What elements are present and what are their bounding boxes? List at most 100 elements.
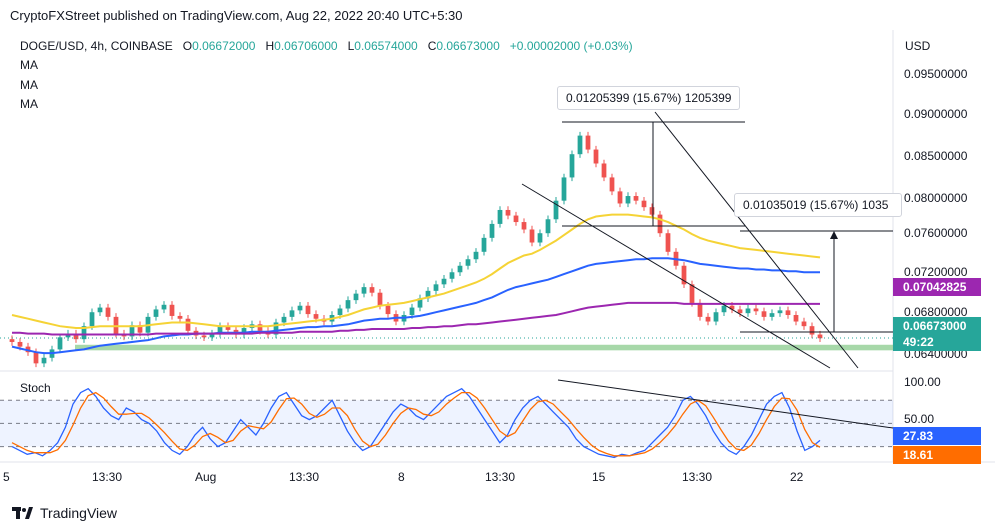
time-tick: 13:30 xyxy=(682,470,713,484)
stoch-k-badge: 27.83 xyxy=(893,427,981,445)
open-label: O xyxy=(182,39,193,53)
candle-body xyxy=(513,215,519,223)
candle-body xyxy=(801,321,807,327)
candle-body xyxy=(9,339,15,342)
candle-body xyxy=(729,305,735,310)
candle-body xyxy=(337,308,343,316)
candle-body xyxy=(745,308,751,314)
time-tick: 13:30 xyxy=(289,470,320,484)
candle-body xyxy=(449,272,455,279)
close-label: C xyxy=(427,39,437,53)
currency-label[interactable]: USD xyxy=(905,39,931,53)
candle-body xyxy=(689,284,695,303)
time-tick: 22 xyxy=(790,470,804,484)
last-price-badge: 0.06673000 xyxy=(893,317,981,335)
symbol-name[interactable]: DOGE/USD, 4h, COINBASE xyxy=(20,39,173,53)
candle-body xyxy=(713,312,719,322)
candle-body xyxy=(681,265,687,285)
price-tick: 0.09000000 xyxy=(904,107,968,121)
indicator-ma-3[interactable]: MA xyxy=(20,97,38,111)
stoch-indicator-label[interactable]: Stoch xyxy=(20,381,51,395)
candle-body xyxy=(497,209,503,224)
candle-body xyxy=(465,259,471,266)
close-value: 0.06673000 xyxy=(436,39,500,53)
candle-body xyxy=(225,326,231,330)
symbol-legend: DOGE/USD, 4h, COINBASE O0.06672000 H0.06… xyxy=(20,39,633,53)
low-label: L xyxy=(347,39,355,53)
brand-name: TradingView xyxy=(40,505,118,521)
candle-body xyxy=(809,326,815,335)
candle-body xyxy=(97,307,103,313)
stoch-d-badge: 18.61 xyxy=(893,446,981,464)
candle-body xyxy=(721,305,727,313)
candle-body xyxy=(409,307,415,316)
candle-body xyxy=(633,196,639,201)
publisher-line: CryptoFXStreet published on TradingView.… xyxy=(10,8,463,23)
indicator-ma-1[interactable]: MA xyxy=(20,58,38,72)
price-tick: 0.08500000 xyxy=(904,149,968,163)
candle-body xyxy=(553,200,559,220)
candle-body xyxy=(385,305,391,315)
candle-body xyxy=(441,278,447,285)
candle-body xyxy=(377,292,383,306)
candle-body xyxy=(425,290,431,299)
change-value: +0.00002000 (+0.03%) xyxy=(509,39,633,53)
candle-body xyxy=(457,265,463,273)
stoch-k-value: 27.83 xyxy=(903,429,934,443)
price-tick: 0.07200000 xyxy=(904,265,968,279)
candle-body xyxy=(353,293,359,301)
target-arrow-head xyxy=(830,231,838,239)
candle-body xyxy=(369,287,375,293)
ma-price-badge: 0.07042825 xyxy=(893,278,981,296)
candle-body xyxy=(137,325,143,333)
candle-body xyxy=(529,229,535,243)
price-tick: 0.07600000 xyxy=(904,226,968,240)
candle-body xyxy=(105,307,111,317)
candle-body xyxy=(577,135,583,155)
candle-body xyxy=(169,304,175,316)
tradingview-brand[interactable]: TradingView xyxy=(12,505,117,521)
candle-body xyxy=(705,316,711,322)
price-tick: 0.06800000 xyxy=(904,305,968,319)
candle-body xyxy=(241,328,247,335)
candle-body xyxy=(753,308,759,312)
price-tick: 0.09500000 xyxy=(904,67,968,81)
measure-label-upper[interactable]: 0.01205399 (15.67%) 1205399 xyxy=(557,86,741,110)
candle-body xyxy=(185,318,191,331)
candle-body xyxy=(569,154,575,178)
open-value: 0.06672000 xyxy=(192,39,256,53)
candle-body xyxy=(129,325,135,337)
stoch-d-line xyxy=(11,391,821,457)
candle-body xyxy=(17,341,23,347)
candle-body xyxy=(473,251,479,260)
candle-body xyxy=(305,305,311,315)
candle-body xyxy=(161,304,167,310)
candle-body xyxy=(273,322,279,335)
candle-body xyxy=(761,311,767,317)
candle-body xyxy=(817,334,823,339)
tradingview-logo-icon xyxy=(12,507,33,519)
candle-body xyxy=(793,315,799,322)
candle-body xyxy=(217,326,223,334)
measure-label-lower[interactable]: 0.01035019 (15.67%) 1035 xyxy=(734,193,902,217)
stoch-k-line xyxy=(11,387,821,459)
price-tick: 0.08000000 xyxy=(904,191,968,205)
indicator-ma-2[interactable]: MA xyxy=(20,78,38,92)
candle-body xyxy=(257,324,263,331)
candle-body xyxy=(345,300,351,309)
time-tick: 13:30 xyxy=(485,470,516,484)
candle-body xyxy=(73,333,79,340)
moving-average-line xyxy=(11,213,821,329)
time-tick: 13:30 xyxy=(92,470,123,484)
candle-body xyxy=(433,284,439,291)
candle-body xyxy=(209,333,215,338)
candle-body xyxy=(417,298,423,308)
time-tick: Aug xyxy=(195,470,217,484)
candle-body xyxy=(625,196,631,204)
stoch-band xyxy=(0,400,893,447)
candle-body xyxy=(649,207,655,215)
wedge-upper-trendline xyxy=(654,111,859,369)
stoch-tick: 100.00 xyxy=(904,375,941,389)
low-value: 0.06574000 xyxy=(354,39,418,53)
